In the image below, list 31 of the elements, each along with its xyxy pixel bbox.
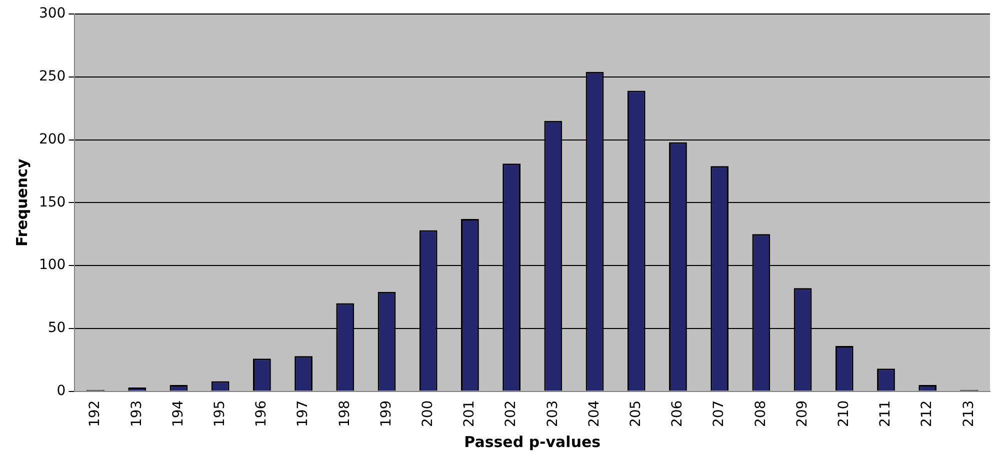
x-tick-label: 199 [378,400,394,428]
y-tick-label: 0 [56,382,66,399]
x-tick-label: 192 [87,400,104,428]
x-tick-label: 213 [960,400,977,428]
y-tick-label: 100 [38,257,66,274]
y-tick-label: 300 [38,6,66,22]
x-tick-label: 194 [170,400,186,428]
x-tick-label: 209 [794,400,810,428]
x-tick-label: 197 [295,400,312,428]
x-tick-label: 193 [128,400,145,428]
y-tick-label: 250 [38,68,66,85]
x-tick-label: 196 [254,400,270,428]
y-tick-label: 200 [38,131,66,148]
x-tick-label: 211 [878,400,894,428]
x-tick-label: 201 [462,400,478,428]
x-tick-label: 204 [586,400,602,428]
x-tick-label: 203 [544,400,561,428]
x-axis-title: Passed p-values [464,432,601,451]
x-tick-label: 208 [752,400,769,428]
x-tick-label: 207 [711,400,728,428]
y-tick-label: 50 [48,320,66,336]
x-tick-label: 198 [336,400,353,428]
x-tick-label: 195 [212,400,228,428]
y-tick-label: 150 [38,194,66,210]
x-tick-label: 205 [628,400,644,428]
x-tick-label: 210 [836,400,852,428]
x-tick-label: 202 [503,400,520,428]
x-tick-label: 206 [670,400,686,428]
x-tick-label: 200 [420,400,436,428]
y-axis-title: Frequency [12,158,31,247]
x-tick-label: 212 [919,400,936,428]
